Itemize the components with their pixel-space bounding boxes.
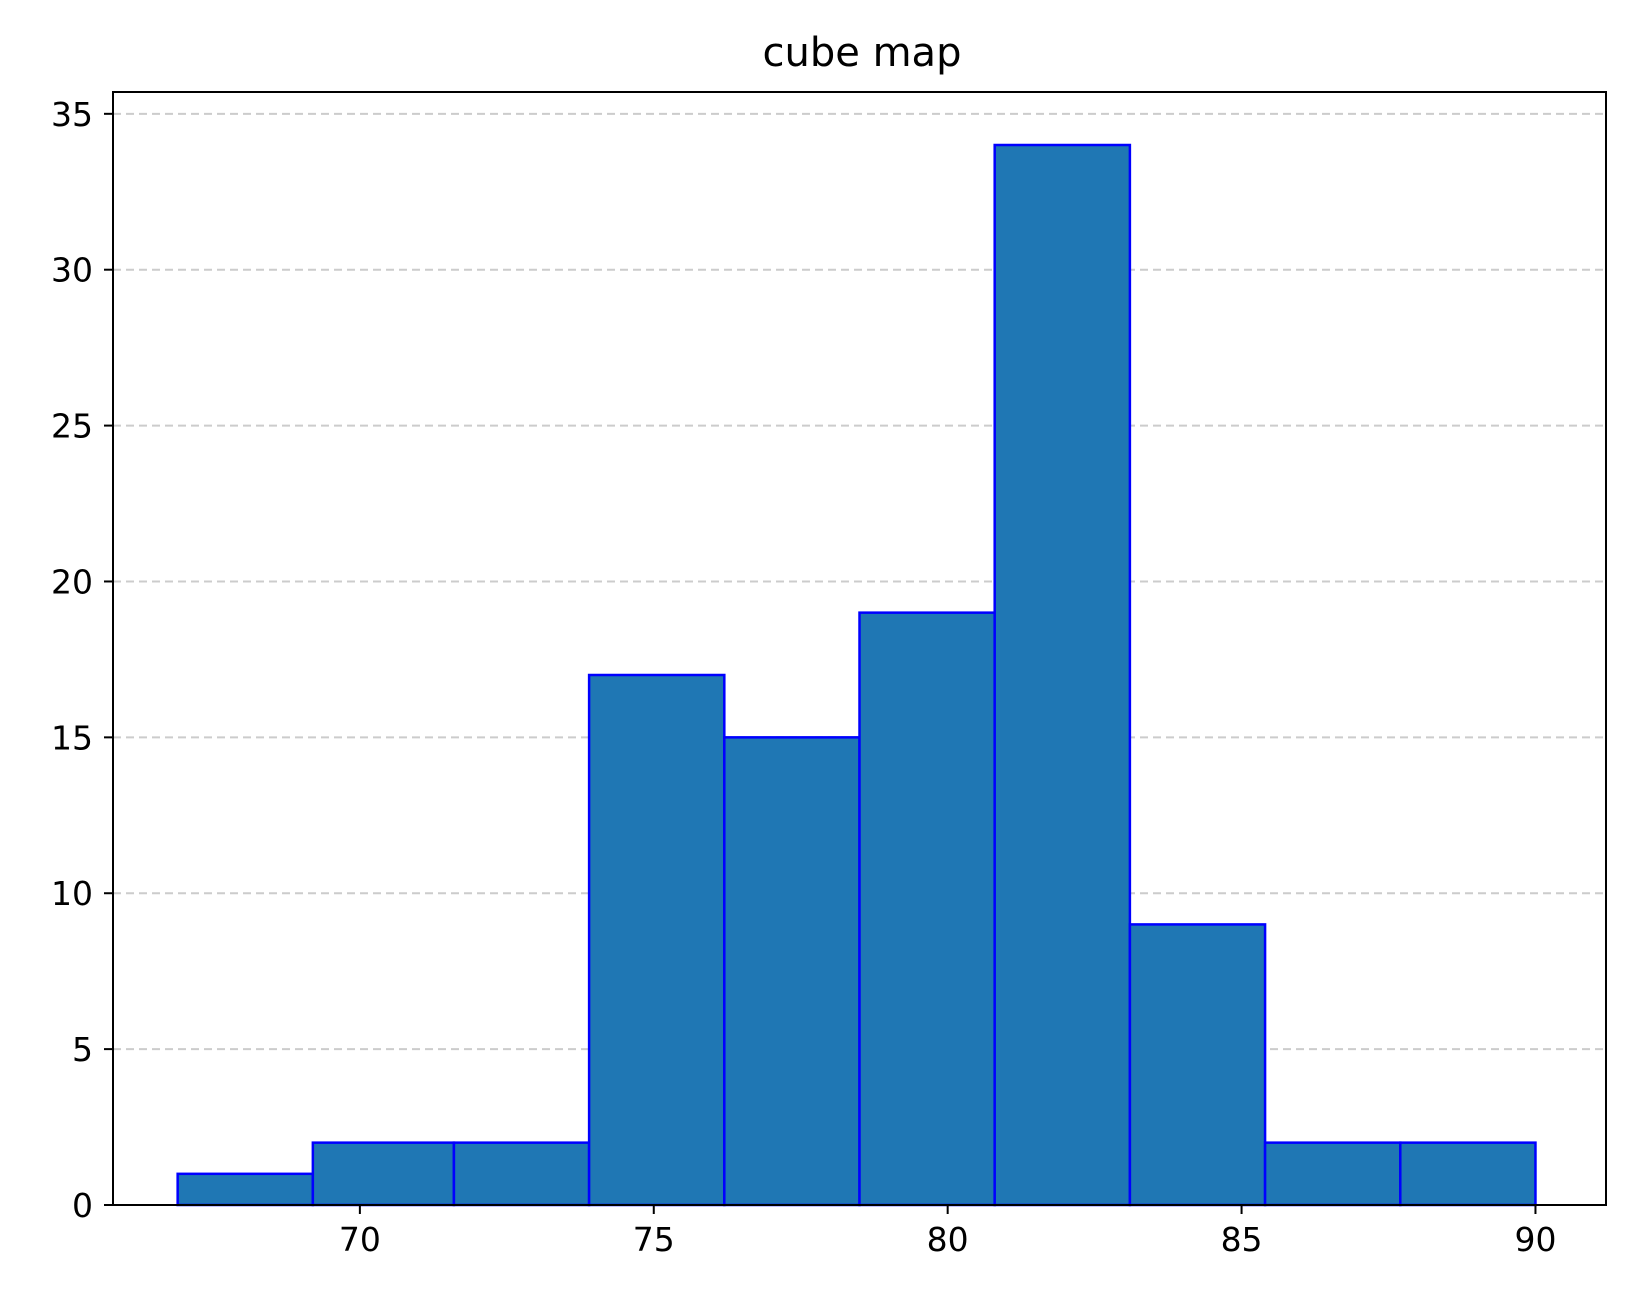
histogram-bar-8 — [1263, 1141, 1402, 1207]
x-tick-label-3: 85 — [1221, 1220, 1263, 1259]
histogram-bar-9 — [1399, 1141, 1537, 1207]
histogram-bar-6 — [993, 143, 1132, 1207]
x-axis: 70 75 80 85 90 — [339, 1205, 1556, 1259]
y-tick-label-2: 10 — [51, 874, 93, 913]
x-tick-label-2: 80 — [927, 1220, 969, 1259]
y-tick-label-3: 15 — [51, 718, 93, 757]
histogram-bars — [176, 143, 1537, 1207]
histogram-bar-5 — [858, 611, 996, 1207]
chart-title: cube map — [763, 30, 962, 76]
y-tick-label-4: 20 — [51, 562, 93, 601]
plot-frame — [112, 91, 1607, 1206]
histogram-bar-4 — [723, 736, 861, 1207]
y-tick-label-0: 0 — [72, 1186, 93, 1225]
x-tick-label-1: 75 — [633, 1220, 675, 1259]
y-tick-label-1: 5 — [72, 1030, 93, 1069]
histogram-bar-3 — [587, 673, 726, 1207]
y-axis: 0 5 10 15 20 25 30 35 — [51, 95, 113, 1225]
y-tick-label-5: 25 — [51, 407, 93, 446]
histogram-bar-1 — [311, 1141, 456, 1207]
y-tick-label-7: 35 — [51, 95, 93, 134]
histogram-bar-2 — [452, 1141, 591, 1207]
histogram-bar-0 — [176, 1172, 315, 1207]
x-tick-label-0: 70 — [339, 1220, 381, 1259]
y-tick-label-6: 30 — [51, 251, 93, 290]
x-tick-label-4: 90 — [1514, 1220, 1556, 1259]
histogram-bar-7 — [1128, 923, 1267, 1207]
